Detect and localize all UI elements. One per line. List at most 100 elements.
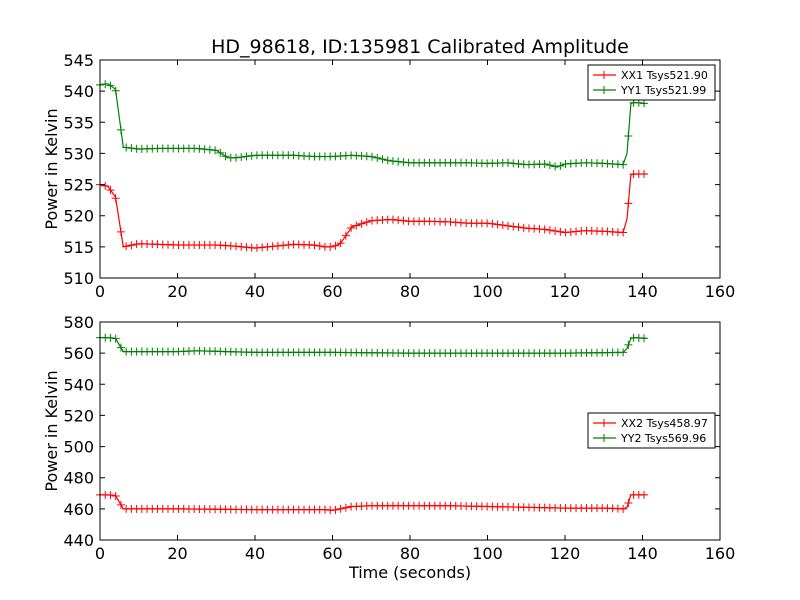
- data-point: [556, 227, 565, 236]
- data-point: [232, 242, 241, 251]
- data-point: [640, 169, 649, 178]
- data-point: [279, 241, 288, 250]
- data-point: [540, 160, 549, 169]
- x-axis-label: Time (seconds): [348, 563, 471, 582]
- y-tick-label: 525: [63, 176, 94, 195]
- data-point: [483, 219, 492, 228]
- data-point: [514, 159, 523, 168]
- x-tick-label: 20: [167, 544, 187, 563]
- x-tick-label: 140: [627, 282, 658, 301]
- data-point: [111, 194, 120, 203]
- data-point: [640, 334, 649, 343]
- data-point: [106, 491, 115, 500]
- x-tick-label: 120: [550, 282, 581, 301]
- x-tick-label: 80: [400, 544, 420, 563]
- chart-title: HD_98618, ID:135981 Calibrated Amplitude: [211, 36, 629, 58]
- data-point: [619, 228, 628, 237]
- data-point: [111, 334, 120, 343]
- data-point: [232, 153, 241, 162]
- data-point: [237, 242, 246, 251]
- data-point: [347, 224, 356, 233]
- x-tick-label: 20: [167, 282, 187, 301]
- y-axis-label-1: Power in Kelvin: [42, 108, 61, 229]
- data-point: [200, 145, 209, 154]
- data-point: [514, 223, 523, 232]
- data-point: [545, 161, 554, 170]
- data-point: [268, 242, 277, 251]
- data-point: [242, 152, 251, 161]
- y-tick-label: 545: [63, 51, 94, 70]
- legend-marker: [600, 419, 608, 427]
- data-point: [551, 162, 560, 171]
- data-point: [619, 348, 628, 357]
- y-tick-label: 540: [63, 375, 94, 394]
- data-point: [509, 159, 518, 168]
- data-point: [237, 153, 246, 162]
- data-point: [498, 221, 507, 230]
- x-tick-label: 60: [322, 282, 342, 301]
- data-point: [394, 216, 403, 225]
- data-point: [326, 242, 335, 251]
- data-point: [258, 243, 267, 252]
- data-point: [624, 340, 633, 349]
- x-tick-label: 40: [245, 544, 265, 563]
- data-point: [336, 504, 345, 513]
- legend-marker: [600, 434, 608, 442]
- data-point: [399, 216, 408, 225]
- x-tick-label: 160: [705, 282, 736, 301]
- data-point: [315, 242, 324, 251]
- y-tick-label: 560: [63, 344, 94, 363]
- data-point: [388, 157, 397, 166]
- data-point: [504, 158, 513, 167]
- y-tick-label: 515: [63, 238, 94, 257]
- data-point: [216, 148, 225, 157]
- data-point: [106, 81, 115, 90]
- x-tick-label: 160: [705, 544, 736, 563]
- data-point: [509, 222, 518, 231]
- legend-box-1: [587, 64, 716, 101]
- data-point: [352, 221, 361, 230]
- data-point: [394, 157, 403, 166]
- data-point: [310, 241, 319, 250]
- data-point: [116, 343, 125, 352]
- data-point: [504, 221, 513, 230]
- data-point: [263, 242, 272, 251]
- data-point: [399, 158, 408, 167]
- data-point: [106, 333, 115, 342]
- x-tick-label: 0: [95, 282, 105, 301]
- data-point: [561, 228, 570, 237]
- data-point: [619, 504, 628, 513]
- data-point: [488, 219, 497, 228]
- legend-box-2: [587, 412, 716, 449]
- legend-entry: YY2 Tsys569.96: [620, 432, 706, 445]
- data-point: [273, 241, 282, 250]
- x-tick-label: 100: [472, 544, 503, 563]
- y-tick-label: 510: [63, 269, 94, 288]
- data-point: [368, 152, 377, 161]
- data-point: [320, 505, 329, 514]
- y-tick-label: 520: [63, 207, 94, 226]
- data-point: [336, 239, 345, 248]
- data-point: [624, 498, 633, 507]
- data-point: [383, 156, 392, 165]
- data-point: [252, 243, 261, 252]
- x-tick-label: 60: [322, 544, 342, 563]
- y-tick-label: 500: [63, 438, 94, 457]
- y-tick-label: 520: [63, 406, 94, 425]
- data-point: [545, 226, 554, 235]
- x-tick-label: 100: [472, 282, 503, 301]
- legend-entry: XX1 Tsys521.90: [621, 69, 708, 82]
- x-tick-label: 120: [550, 544, 581, 563]
- data-point: [116, 500, 125, 509]
- data-point: [127, 241, 136, 250]
- data-point: [331, 505, 340, 514]
- data-point: [205, 145, 214, 154]
- data-point: [362, 218, 371, 227]
- y-tick-label: 535: [63, 113, 94, 132]
- data-point: [556, 161, 565, 170]
- data-point: [116, 227, 125, 236]
- x-tick-label: 140: [627, 544, 658, 563]
- data-point: [211, 146, 220, 155]
- data-point: [122, 143, 131, 152]
